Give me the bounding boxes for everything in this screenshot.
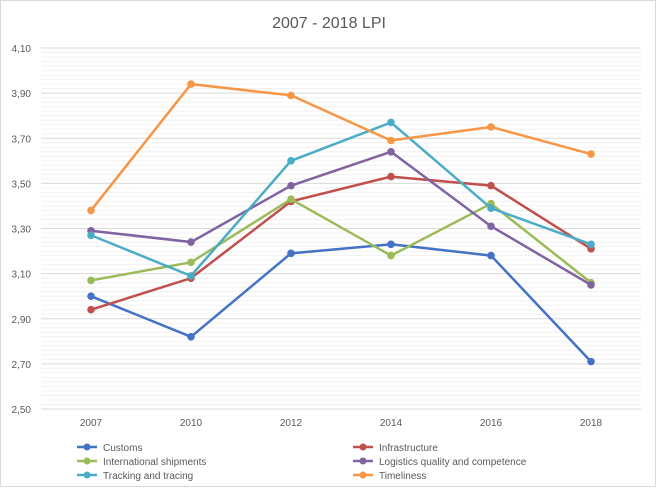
y-tick-label: 3,50 bbox=[12, 179, 32, 190]
series-international-shipments bbox=[87, 195, 595, 287]
series-line bbox=[90, 121, 592, 278]
x-tick-label: 2010 bbox=[180, 418, 203, 429]
series-logistics-quality-and-competence bbox=[87, 147, 595, 289]
x-tick-label: 2007 bbox=[80, 418, 103, 429]
y-tick-label: 3,10 bbox=[12, 270, 32, 281]
x-tick-label: 2016 bbox=[480, 418, 503, 429]
y-tick-label: 2,70 bbox=[12, 360, 32, 371]
data-point bbox=[387, 147, 395, 156]
data-point bbox=[487, 251, 495, 260]
data-point bbox=[587, 150, 595, 158]
series-line bbox=[90, 243, 592, 363]
legend-label: Tracking and tracing bbox=[103, 471, 193, 482]
series-tracking-and-tracing bbox=[87, 118, 595, 280]
legend-item: Logistics quality and competence bbox=[353, 457, 527, 468]
data-point bbox=[487, 123, 495, 131]
x-tick-label: 2018 bbox=[580, 418, 603, 429]
y-tick-label: 4,10 bbox=[12, 44, 32, 55]
data-point bbox=[387, 251, 395, 260]
data-point bbox=[487, 181, 495, 190]
legend-item: International shipments bbox=[77, 457, 206, 468]
legend-marker bbox=[83, 457, 91, 465]
legend-label: International shipments bbox=[103, 457, 206, 468]
data-point bbox=[487, 222, 495, 231]
data-point bbox=[587, 240, 595, 249]
y-tick-label: 3,90 bbox=[12, 89, 32, 100]
data-point bbox=[87, 276, 95, 285]
series-line bbox=[90, 150, 592, 286]
data-point bbox=[287, 91, 295, 100]
legend-item: Tracking and tracing bbox=[77, 471, 193, 482]
y-tick-label: 2,90 bbox=[12, 315, 32, 326]
legend-item: Customs bbox=[77, 443, 142, 454]
data-point bbox=[87, 206, 95, 215]
data-point bbox=[287, 157, 295, 165]
data-point bbox=[187, 333, 195, 341]
data-point bbox=[587, 281, 595, 289]
data-point bbox=[187, 272, 195, 280]
chart-title: 2007 - 2018 LPI bbox=[272, 15, 386, 32]
data-point bbox=[287, 195, 295, 203]
legend-item: Infrastructure bbox=[353, 443, 438, 454]
data-point bbox=[387, 136, 395, 145]
y-tick-label: 2,50 bbox=[12, 405, 32, 416]
data-point bbox=[87, 292, 95, 300]
series-line bbox=[90, 197, 592, 284]
legend-marker bbox=[83, 471, 91, 479]
legend-marker bbox=[83, 443, 91, 451]
data-point bbox=[387, 172, 395, 181]
series-timeliness bbox=[87, 80, 595, 215]
data-point bbox=[287, 181, 295, 190]
legend-marker bbox=[359, 457, 367, 465]
data-point bbox=[187, 258, 195, 267]
data-point bbox=[87, 231, 95, 240]
legend-label: Infrastructure bbox=[379, 443, 438, 454]
series-line bbox=[90, 82, 592, 212]
legend-marker bbox=[359, 471, 367, 479]
legend-item: Timeliness bbox=[353, 471, 426, 482]
x-tick-label: 2014 bbox=[380, 418, 403, 429]
data-point bbox=[287, 249, 295, 258]
data-point bbox=[187, 80, 195, 88]
legend-label: Timeliness bbox=[379, 471, 426, 482]
data-point bbox=[387, 240, 395, 249]
x-tick-label: 2012 bbox=[280, 418, 303, 429]
legend-label: Logistics quality and competence bbox=[379, 457, 527, 468]
series-line bbox=[90, 175, 592, 311]
legend-marker bbox=[359, 443, 367, 451]
y-tick-label: 3,70 bbox=[12, 134, 32, 145]
series-customs bbox=[87, 240, 595, 366]
legend-label: Customs bbox=[103, 443, 142, 454]
data-point bbox=[87, 305, 95, 314]
data-point bbox=[387, 118, 395, 127]
data-point bbox=[587, 357, 595, 366]
data-point bbox=[187, 238, 195, 246]
y-tick-label: 3,30 bbox=[12, 225, 32, 236]
data-point bbox=[487, 204, 495, 212]
